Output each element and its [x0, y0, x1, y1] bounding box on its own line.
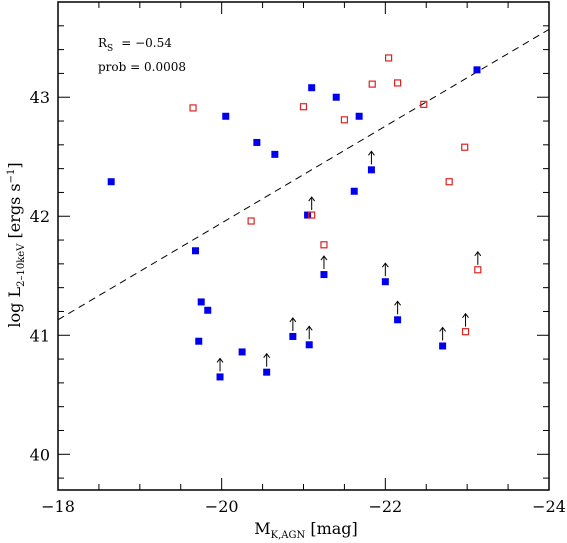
data-point-filled [332, 93, 340, 101]
data-point-open [445, 178, 453, 186]
x-tick-label: −20 [205, 497, 239, 516]
data-point-filled [305, 341, 313, 349]
data-point-filled [439, 342, 447, 350]
data-point-filled [191, 247, 199, 255]
x-axis-label: MK,AGN [mag] [254, 519, 358, 541]
data-point-filled [195, 337, 203, 345]
lower-limit-arrowhead [305, 325, 313, 331]
data-point-open [189, 104, 197, 112]
data-point-filled [289, 332, 297, 340]
lower-limit-arrowhead [289, 317, 297, 323]
data-point-filled [216, 373, 224, 381]
data-point-open [308, 211, 316, 219]
data-point-filled [238, 348, 246, 356]
lower-limit-arrowhead [263, 352, 271, 358]
data-point-open [394, 79, 402, 87]
prob-annotation: prob = 0.0008 [98, 60, 186, 74]
x-tick-label: −18 [41, 497, 75, 516]
data-point-open [474, 266, 482, 274]
data-point-filled [197, 298, 205, 306]
data-point-filled [271, 150, 279, 158]
data-point-open [368, 80, 376, 88]
data-point-open [320, 241, 328, 249]
data-point-filled [222, 112, 230, 120]
data-point-filled [308, 84, 316, 92]
data-point-filled [381, 278, 389, 286]
lower-limit-arrowhead [308, 196, 316, 202]
data-point-filled [473, 66, 481, 74]
y-axis-label: log L2–10keV [ergs s−1] [5, 162, 27, 327]
data-point-filled [320, 271, 328, 279]
data-point-open [461, 143, 469, 151]
data-point-open [340, 116, 349, 124]
data-point-open [461, 328, 470, 336]
data-point-filled [253, 138, 261, 146]
y-tick-label: 41 [30, 326, 50, 345]
lower-limit-arrowhead [439, 326, 447, 332]
lower-limit-arrowhead [320, 255, 328, 261]
data-point-filled [204, 306, 212, 314]
data-point-open [247, 217, 255, 225]
data-point-filled [304, 211, 312, 219]
x-tick-label: −22 [368, 497, 402, 516]
lower-limit-arrowhead [462, 312, 469, 318]
data-point-open [385, 54, 393, 62]
data-point-open [420, 100, 428, 108]
lower-limit-arrowhead [216, 357, 224, 363]
lower-limit-arrowhead [474, 250, 482, 257]
data-point-filled [367, 166, 375, 174]
lower-limit-arrowhead [394, 300, 402, 306]
data-point-filled [263, 368, 271, 376]
x-tick-label: −24 [532, 497, 566, 516]
data-point-filled [350, 187, 358, 195]
data-point-open [299, 103, 308, 111]
data-point-filled [107, 178, 115, 186]
rs-annotation: RS = −0.54 [98, 36, 172, 54]
plot-frame [57, 1, 550, 491]
points-layer [107, 54, 482, 381]
y-tick-label: 43 [30, 88, 50, 107]
data-point-filled [394, 316, 402, 324]
data-point-filled [355, 112, 363, 120]
tick-layer: −18 −20 −22 −24 40 41 42 43 [30, 1, 566, 516]
y-tick-label: 42 [30, 207, 50, 226]
y-tick-label: 40 [30, 445, 50, 464]
lower-limit-arrowhead [368, 150, 375, 156]
lower-limit-arrowhead [381, 262, 389, 268]
